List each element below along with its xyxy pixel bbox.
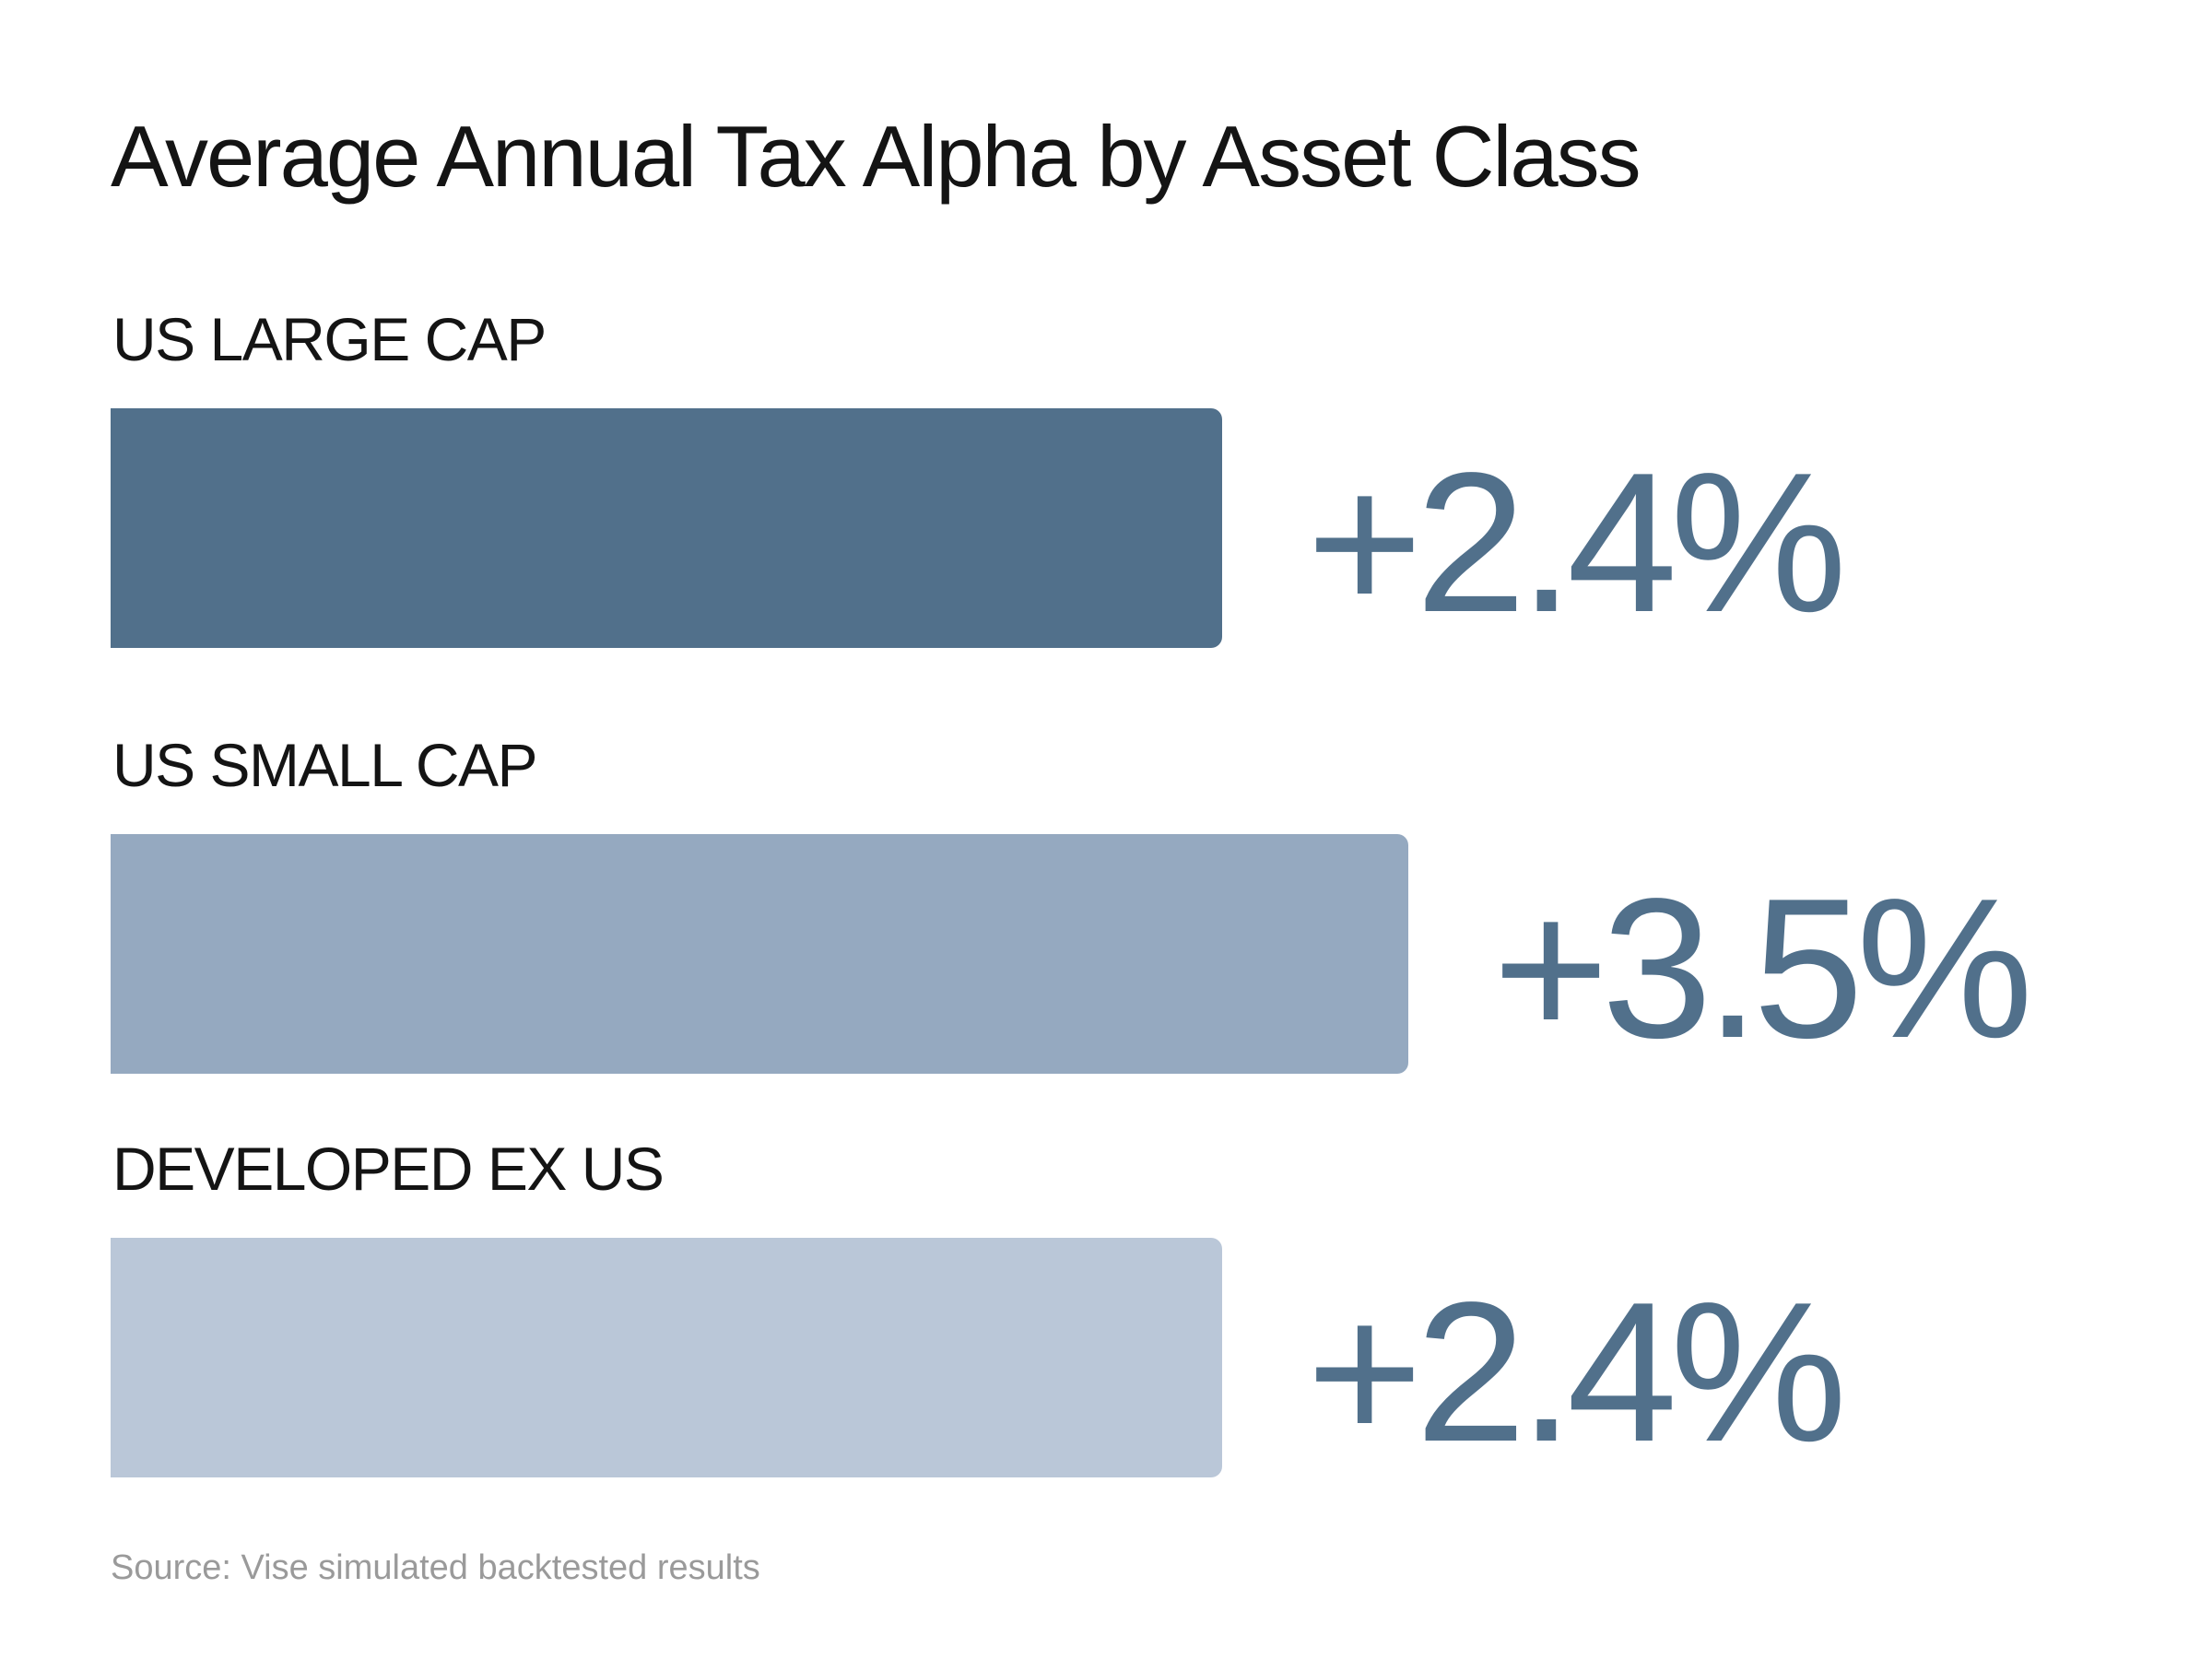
value-label-us-large-cap: +2.4% — [1306, 430, 1847, 653]
value-label-developed-ex-us: +2.4% — [1306, 1260, 1847, 1483]
category-label-us-small-cap: US SMALL CAP — [112, 731, 538, 799]
bar-us-small-cap — [111, 834, 1408, 1074]
bar-developed-ex-us — [111, 1238, 1222, 1477]
chart-title: Average Annual Tax Alpha by Asset Class — [111, 108, 1641, 205]
category-label-us-large-cap: US LARGE CAP — [112, 305, 547, 373]
bar-us-large-cap — [111, 408, 1222, 648]
source-note: Source: Vise simulated backtested result… — [111, 1548, 760, 1587]
value-label-us-small-cap: +3.5% — [1492, 856, 2033, 1079]
category-label-developed-ex-us: DEVELOPED EX US — [112, 1135, 665, 1203]
